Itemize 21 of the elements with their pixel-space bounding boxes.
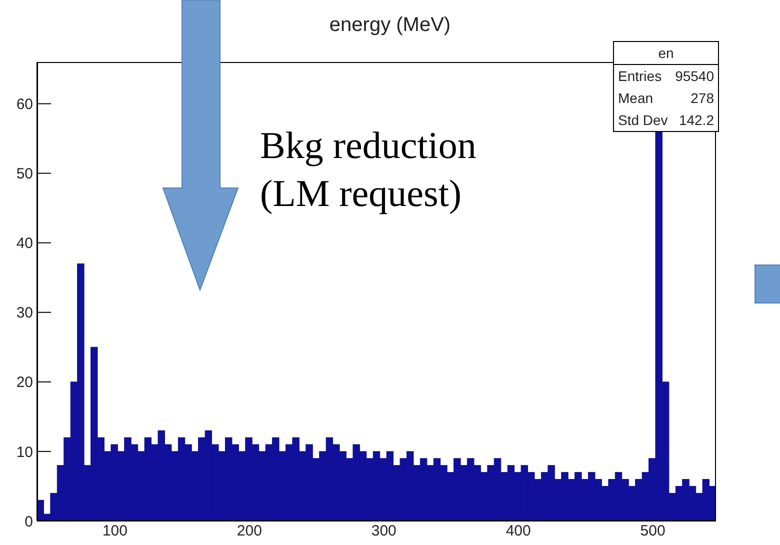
y-tick-label: 60 (16, 96, 33, 114)
annotation: Entries (618, 67, 662, 86)
x-tick-label: 200 (236, 522, 262, 540)
annotation: 278 (690, 89, 714, 108)
y-tick-label: 10 (16, 444, 33, 461)
y-tick-label: 50 (16, 166, 33, 183)
annotation: Bkg reduction (LM request) (260, 124, 476, 217)
x-tick-label: 500 (640, 522, 666, 540)
x-tick-label: 300 (371, 522, 396, 540)
y-tick-label: 20 (16, 374, 33, 392)
x-tick-label: 400 (506, 522, 531, 540)
annotation: 142.2 (678, 111, 714, 130)
y-tick-label: 40 (16, 235, 33, 252)
text: en (614, 42, 718, 65)
annotation: 95540 (675, 67, 714, 86)
x-tick-label: 100 (102, 522, 128, 540)
y-tick-label: 30 (16, 304, 33, 322)
annotation: Mean (618, 89, 654, 108)
chart-title: energy (MeV) (328, 14, 452, 37)
annotation: Std Dev (618, 111, 668, 130)
y-tick-label: 0 (24, 513, 33, 530)
